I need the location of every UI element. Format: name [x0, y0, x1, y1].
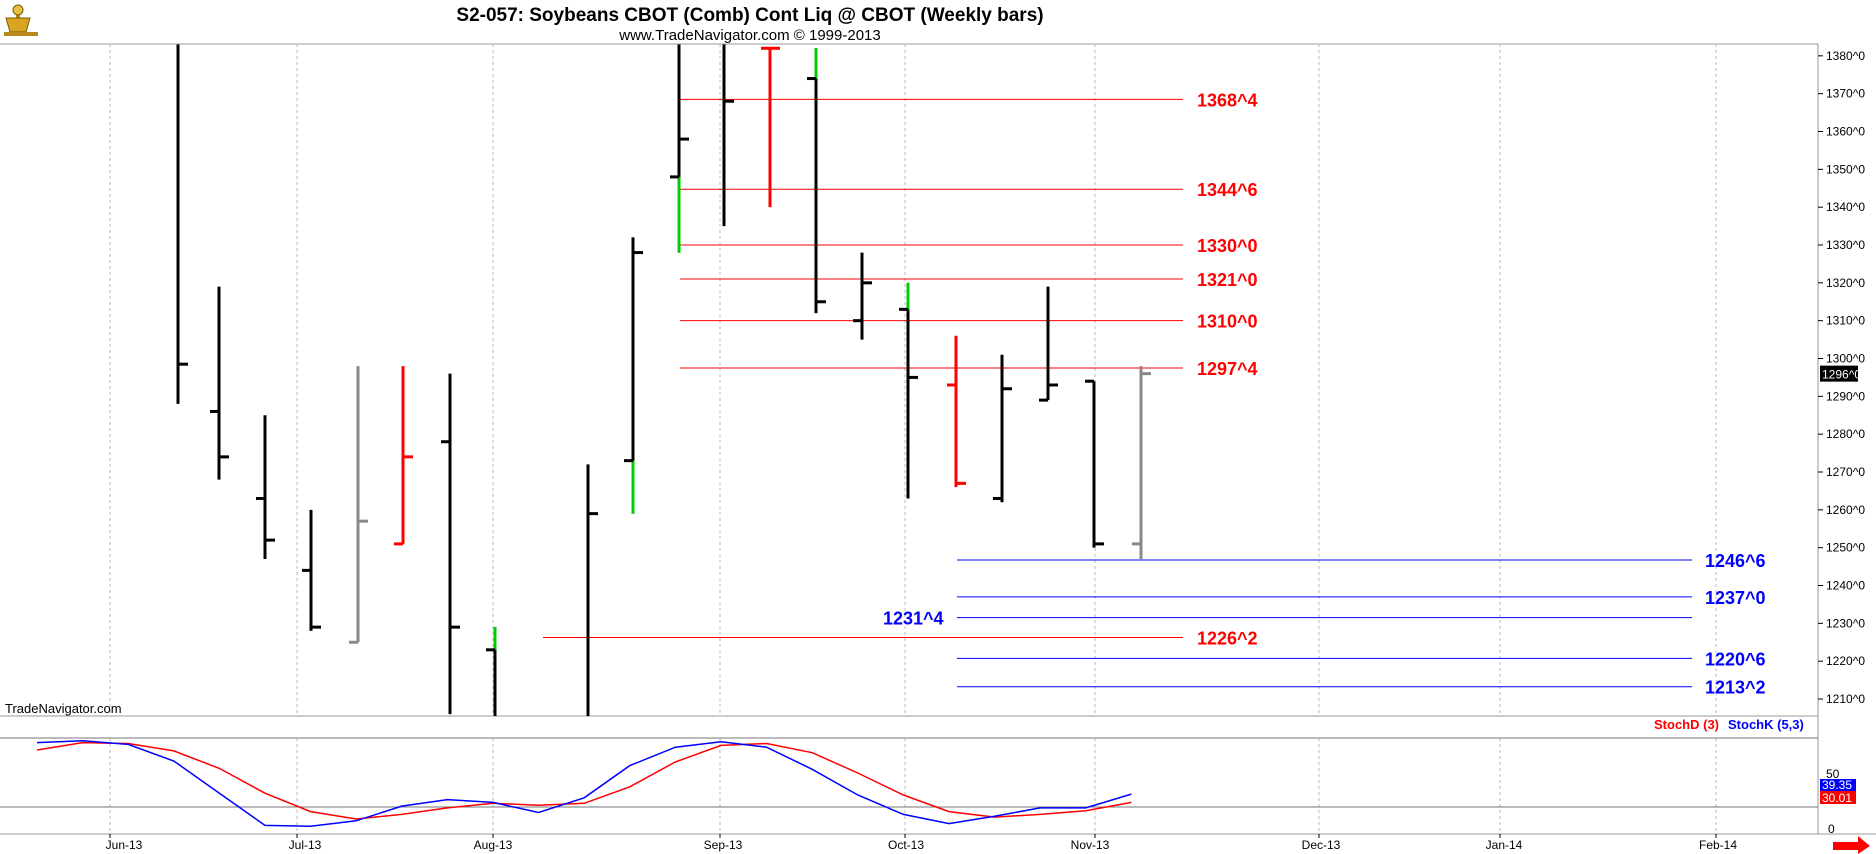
- blue-level-label-0: 1246^6: [1705, 551, 1766, 571]
- vertical-gridlines: [109, 44, 1717, 834]
- red-level-label-0: 1368^4: [1197, 90, 1258, 110]
- last-price-badge: 1296^0: [1820, 365, 1861, 382]
- ohlc-bar-18: [1039, 286, 1058, 402]
- stoch-k-line: [36, 740, 1132, 828]
- blue-level-label-3: 1220^6: [1705, 649, 1766, 669]
- price-tick-13: 1340^0: [1826, 200, 1865, 214]
- ohlc-bar-12: [761, 46, 780, 208]
- price-tick-6: 1270^0: [1826, 465, 1865, 479]
- ohlc-bar-8: [586, 464, 598, 716]
- chart-title: S2-057: Soybeans CBOT (Comb) Cont Liq @ …: [456, 5, 1043, 26]
- logo-icon: [4, 4, 38, 36]
- ohlc-bar-0: [176, 44, 188, 404]
- ohlc-bar-14: [853, 252, 872, 340]
- stochastic-lines: [36, 740, 1132, 828]
- chart-subtitle: www.TradeNavigator.com © 1999-2013: [618, 27, 880, 44]
- x-tick-5: Nov-13: [1071, 838, 1110, 852]
- price-tick-5: 1260^0: [1826, 503, 1865, 517]
- price-tick-12: 1330^0: [1826, 238, 1865, 252]
- red-level-label-2: 1330^0: [1197, 236, 1258, 256]
- x-tick-2: Aug-13: [474, 838, 513, 852]
- price-tick-4: 1250^0: [1826, 541, 1865, 555]
- legend-stoch-d: StochD (3): [1654, 717, 1719, 732]
- x-tick-4: Oct-13: [888, 838, 924, 852]
- ohlc-bar-10: [670, 44, 689, 253]
- x-tick-8: Feb-14: [1699, 838, 1737, 852]
- ohlc-bar-1: [210, 286, 229, 480]
- ohlc-bar-3: [302, 509, 321, 631]
- ohlc-bar-2: [256, 415, 275, 560]
- ohlc-bar-19: [1085, 379, 1104, 548]
- svg-text:1296^0: 1296^0: [1822, 368, 1861, 382]
- price-tick-2: 1230^0: [1826, 616, 1865, 630]
- x-axis: Jun-13 Jul-13 Aug-13 Sep-13 Oct-13 Nov-13 Dec-…: [106, 834, 1737, 852]
- x-tick-6: Dec-13: [1302, 838, 1341, 852]
- stochastic-panel: StochD (3) StochK (5,3) 50 0 39.35 30.01: [0, 717, 1876, 836]
- ohlc-bar-9: [624, 237, 643, 514]
- price-tick-7: 1280^0: [1826, 427, 1865, 441]
- price-tick-3: 1240^0: [1826, 579, 1865, 593]
- price-tick-17: 1380^0: [1826, 49, 1865, 63]
- svg-text:30.01: 30.01: [1822, 791, 1852, 805]
- price-tick-11: 1320^0: [1826, 276, 1865, 290]
- stoch-tick-50: 50: [1826, 767, 1840, 781]
- ohlc-bar-4: [349, 366, 368, 644]
- stoch-d-line: [36, 741, 1132, 820]
- ohlc-bar-11: [722, 44, 734, 227]
- ohlc-bar-6: [441, 373, 460, 715]
- price-tick-0: 1210^0: [1826, 692, 1865, 706]
- ohlc-bar-17: [993, 354, 1012, 503]
- price-tick-16: 1370^0: [1826, 87, 1865, 101]
- ohlc-bar-5: [394, 366, 413, 546]
- stoch-tick-0: 0: [1828, 822, 1835, 836]
- x-tick-1: Jul-13: [289, 838, 322, 852]
- svg-text:39.35: 39.35: [1822, 778, 1852, 792]
- red-level-label-3: 1321^0: [1197, 270, 1258, 290]
- stoch-k-badge: 39.35: [1820, 778, 1856, 792]
- blue-level-label-2: 1231^4: [883, 609, 944, 629]
- price-axis: 1210^0 1220^0 1230^0 1240^0 1250^0 1260^0 1270…: [1818, 49, 1865, 706]
- blue-level-lines: 1246^6 1237^0 1231^4 1220^6 1213^2: [883, 551, 1766, 698]
- blue-level-label-4: 1213^2: [1705, 678, 1766, 698]
- x-tick-0: Jun-13: [106, 838, 143, 852]
- watermark: TradeNavigator.com: [5, 701, 122, 716]
- red-level-label-1: 1344^6: [1197, 180, 1258, 200]
- ohlc-bar-13: [807, 48, 826, 314]
- price-tick-14: 1350^0: [1826, 162, 1865, 176]
- price-tick-10: 1310^0: [1826, 314, 1865, 328]
- blue-level-label-1: 1237^0: [1705, 588, 1766, 608]
- price-tick-15: 1360^0: [1826, 125, 1865, 139]
- red-level-label-4: 1310^0: [1197, 312, 1258, 332]
- red-level-label-6: 1226^2: [1197, 629, 1258, 649]
- price-tick-1: 1220^0: [1826, 654, 1865, 668]
- red-level-lines: 1368^4 1344^6 1330^0 1321^0 1310^0 1297^4 1226…: [543, 90, 1258, 649]
- price-tick-9: 1300^0: [1826, 352, 1865, 366]
- scroll-right-arrow-icon[interactable]: [1833, 836, 1870, 854]
- ohlc-bar-20: [1132, 366, 1151, 560]
- ohlc-bar-15: [899, 282, 918, 499]
- ohlc-bars: [176, 44, 1151, 716]
- ohlc-bar-7: [486, 627, 497, 716]
- ohlc-bar-16: [947, 335, 966, 488]
- x-tick-7: Jan-14: [1486, 838, 1523, 852]
- price-panel: 1368^4 1344^6 1330^0 1321^0 1310^0 1297^4 1226…: [0, 43, 1865, 834]
- legend-stoch-k: StochK (5,3): [1728, 717, 1804, 732]
- stoch-d-badge: 30.01: [1820, 791, 1856, 805]
- price-tick-8: 1290^0: [1826, 389, 1865, 403]
- x-tick-3: Sep-13: [704, 838, 743, 852]
- red-level-label-5: 1297^4: [1197, 359, 1258, 379]
